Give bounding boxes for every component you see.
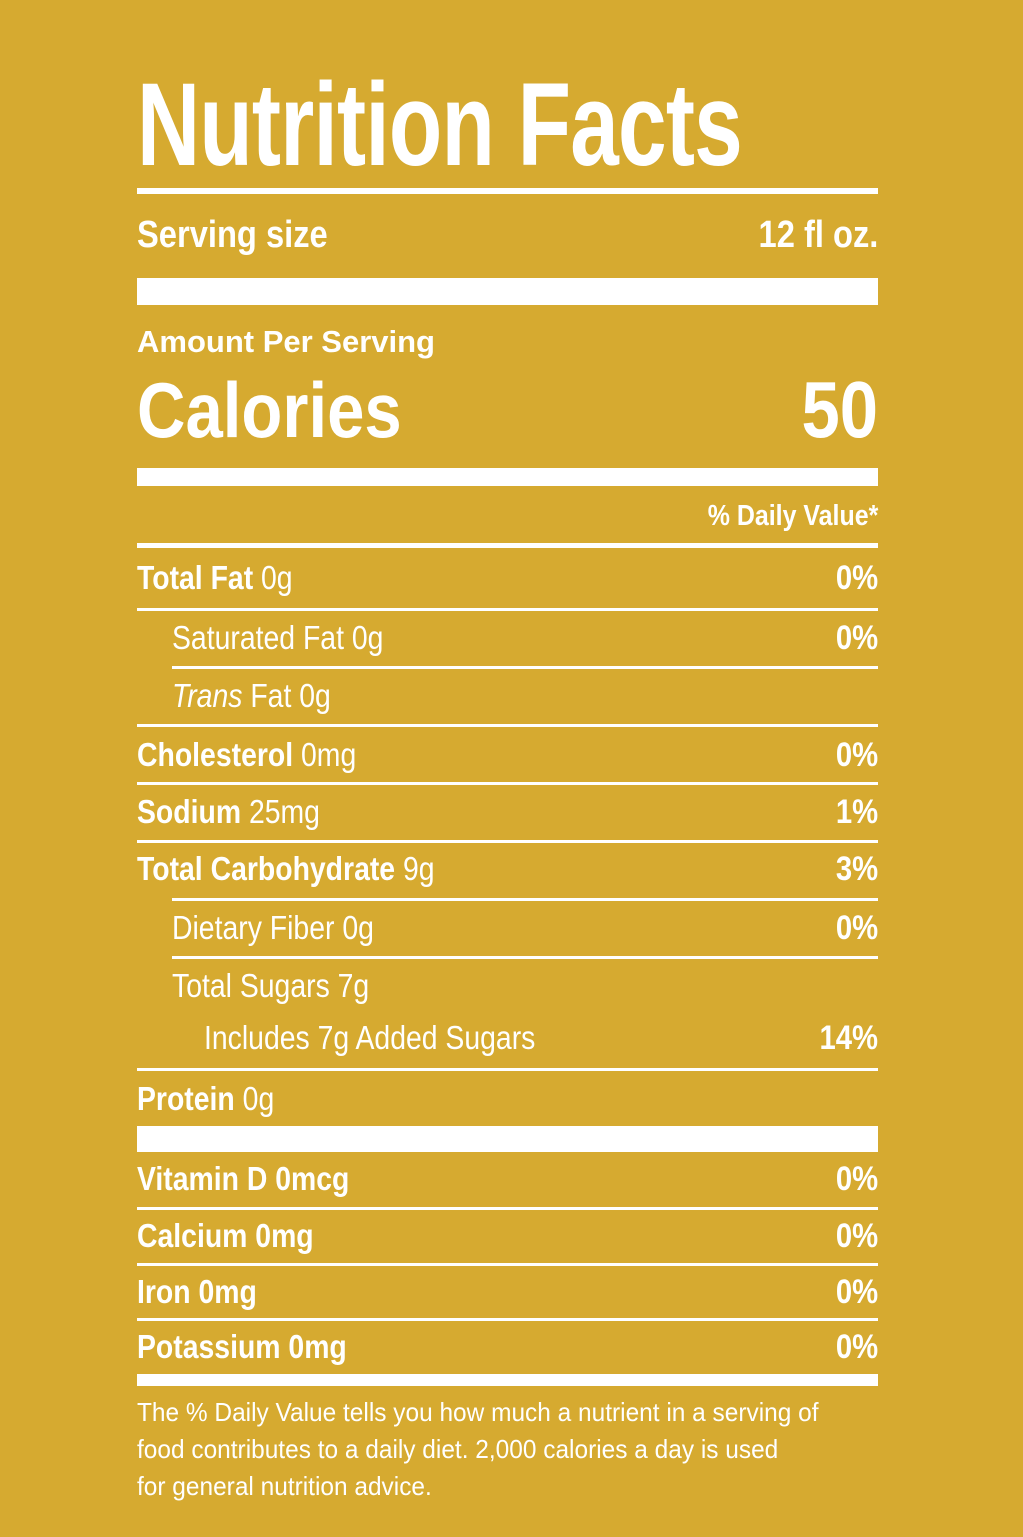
nutrient-name: Includes 7g Added Sugars [204,1019,536,1056]
nutrient-name: Cholesterol [137,736,294,773]
vitamin-amount: 0mg [288,1328,347,1365]
divider [137,1068,878,1071]
divider [137,1207,878,1210]
divider [137,1263,878,1266]
nutrient-row: Dietary Fiber 0g 0% [137,902,878,954]
nutrient-row: Saturated Fat 0g 0% [137,612,878,664]
thick-divider [137,278,878,305]
nutrient-name: Fat [250,677,292,714]
nutrient-amount: 25mg [248,793,320,830]
footnote-line: for general nutrition advice. [137,1471,432,1501]
nutrient-row: Total Sugars 7g [137,960,878,1012]
divider [137,543,878,548]
nutrient-amount: 0g [351,619,384,656]
nutrient-row: Total Carbohydrate 9g 3% [137,843,878,895]
daily-value-header-text: % Daily Value* [707,499,878,532]
nutrient-row: Protein 0g [137,1073,878,1125]
daily-value-header: % Daily Value* [137,494,878,538]
vitamin-dv: 0% [835,1216,878,1255]
nutrient-name: Total Fat [137,559,254,596]
medium-divider [137,468,878,486]
nutrient-name: Total Carbohydrate [137,850,396,887]
nutrient-row: Total Fat 0g 0% [137,552,878,604]
nutrition-facts-label: Nutrition Facts Serving size 12 fl oz. A… [137,0,878,1537]
serving-size-value: 12 fl oz. [758,213,878,256]
nutrient-name-italic: Trans [172,677,243,714]
vitamin-row: Potassium 0mg 0% [137,1321,878,1373]
label-title: Nutrition Facts [137,59,743,191]
divider [172,956,878,959]
nutrient-amount: 0g [299,677,331,714]
amount-per-serving-label: Amount Per Serving [137,324,435,359]
nutrient-amount: 0mg [301,736,357,773]
nutrient-row: Includes 7g Added Sugars 14% [137,1012,878,1064]
nutrient-name: Dietary Fiber [172,909,335,946]
nutrient-amount: 0g [242,1080,275,1117]
footnote: The % Daily Value tells you how much a n… [137,1394,878,1505]
nutrient-dv: 0% [835,908,878,947]
nutrient-amount: 0g [342,909,374,946]
amount-per-serving: Amount Per Serving [137,322,878,362]
vitamin-name: Potassium [137,1328,281,1365]
nutrient-dv: 3% [835,849,878,888]
divider [172,898,878,901]
vitamin-row: Calcium 0mg 0% [137,1210,878,1262]
thick-divider [137,1126,878,1152]
divider [137,1318,878,1321]
footnote-line: The % Daily Value tells you how much a n… [137,1397,819,1427]
calories-value: 50 [801,365,878,454]
serving-size-row: Serving size 12 fl oz. [137,206,878,264]
vitamin-amount: 0mg [255,1217,314,1254]
nutrient-name: Saturated Fat [172,619,344,656]
footnote-line: food contributes to a daily diet. 2,000 … [137,1434,779,1464]
nutrient-row: Trans Fat 0g [137,670,878,722]
divider [172,666,878,669]
divider [137,188,878,194]
medium-divider [137,1374,878,1386]
nutrient-dv: 1% [835,792,878,831]
vitamin-row: Vitamin D 0mcg 0% [137,1153,878,1205]
vitamin-name: Vitamin D [137,1160,268,1197]
vitamin-dv: 0% [835,1159,878,1198]
serving-size-label: Serving size [137,213,328,256]
nutrient-name: Protein [137,1080,235,1117]
nutrient-row: Cholesterol 0mg 0% [137,729,878,781]
nutrient-dv: 0% [835,735,878,774]
nutrient-name: Sodium [137,793,242,830]
divider [137,840,878,843]
vitamin-amount: 0mcg [275,1160,350,1197]
nutrient-dv: 0% [835,618,878,657]
vitamin-dv: 0% [835,1327,878,1366]
calories-label: Calories [137,365,402,454]
nutrient-amount: 0g [261,559,293,596]
divider [137,724,878,727]
vitamin-name: Calcium [137,1217,248,1254]
nutrient-dv: 0% [835,558,878,597]
nutrient-dv: 14% [819,1018,878,1057]
vitamin-row: Iron 0mg 0% [137,1266,878,1318]
calories-row: Calories 50 [137,360,878,460]
nutrient-amount: 9g [402,850,435,887]
vitamin-dv: 0% [835,1272,878,1311]
nutrient-amount: 7g [337,967,370,1004]
vitamin-amount: 0mg [198,1273,257,1310]
nutrient-name: Total Sugars [172,967,330,1004]
nutrient-row: Sodium 25mg 1% [137,786,878,838]
vitamin-name: Iron [137,1273,191,1310]
divider [137,782,878,785]
divider [137,608,878,611]
